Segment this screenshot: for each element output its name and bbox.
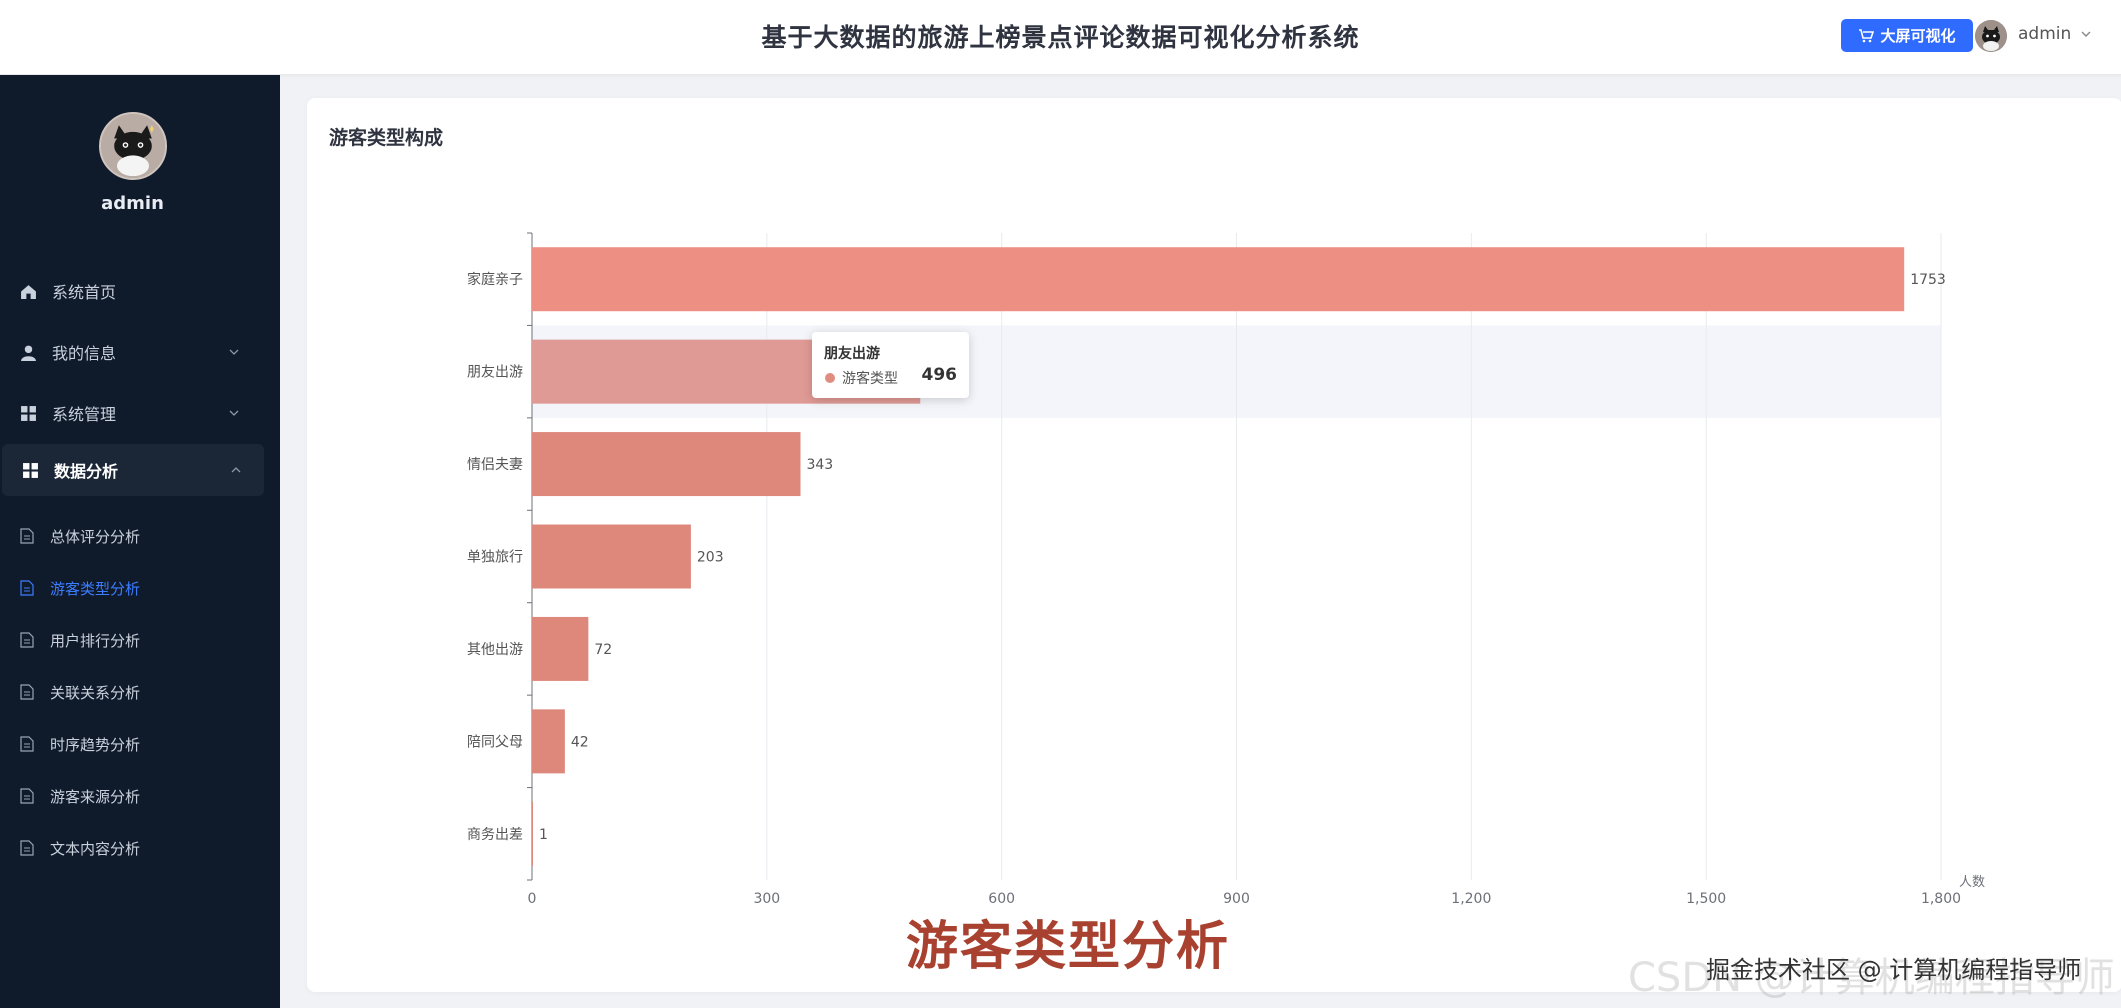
- data-label: 343: [806, 457, 833, 473]
- data-label: 72: [594, 642, 612, 658]
- chevron-down-icon[interactable]: [2080, 28, 2092, 40]
- bar: [532, 709, 565, 774]
- chevron-down-icon: [229, 410, 239, 416]
- x-axis-label: 人数: [1959, 875, 1985, 890]
- submenu-item-label: 游客来源分析: [50, 787, 141, 806]
- sidebar: admin 系统首页 我的信息 系统管理 数据分析 总体评分分析 游客类型分析 …: [0, 75, 280, 1008]
- data-label: 1: [539, 827, 548, 843]
- tooltip-value: 496: [921, 365, 958, 385]
- x-tick-label: 300: [753, 891, 780, 907]
- watermark-background: CSDN @计算机编程指导师: [1628, 955, 2115, 1001]
- grid-icon: [21, 405, 36, 421]
- document-icon: [20, 632, 34, 648]
- bar: [532, 616, 589, 681]
- menu-item-label: 系统管理: [52, 405, 117, 424]
- cart-icon: [1859, 28, 1875, 42]
- submenu-item-label: 关联关系分析: [50, 683, 141, 702]
- category-label: 陪同父母: [467, 734, 523, 750]
- tooltip-title: 朋友出游: [824, 346, 880, 362]
- menu-item-label: 我的信息: [52, 344, 117, 363]
- document-icon: [20, 580, 34, 596]
- document-icon: [20, 684, 34, 700]
- bar: [532, 524, 691, 589]
- header-username[interactable]: admin: [2018, 24, 2072, 44]
- grid-icon: [23, 462, 38, 478]
- video-caption: 游客类型分析: [906, 917, 1231, 977]
- top-header: 基于大数据的旅游上榜景点评论数据可视化分析系统 大屏可视化 admin: [0, 0, 2121, 75]
- user-icon: [21, 345, 36, 361]
- menu-item-home[interactable]: 系统首页: [0, 265, 265, 317]
- submenu-item-text-content[interactable]: 文本内容分析: [0, 828, 265, 868]
- tooltip-series-dot: [825, 373, 835, 383]
- submenu-item-label: 游客类型分析: [50, 579, 141, 598]
- sidebar-username: admin: [101, 193, 164, 214]
- chevron-down-icon: [229, 349, 239, 355]
- submenu-item-label: 总体评分分析: [50, 527, 141, 546]
- bigscreen-label: 大屏可视化: [1880, 27, 1956, 45]
- chevron-up-icon: [231, 467, 241, 473]
- submenu-item-visitor-type[interactable]: 游客类型分析: [0, 568, 265, 608]
- submenu-item-label: 文本内容分析: [50, 839, 141, 858]
- menu-item-system-manage[interactable]: 系统管理: [0, 387, 265, 439]
- menu-item-label: 数据分析: [54, 462, 119, 481]
- data-label: 203: [697, 550, 724, 566]
- x-tick-label: 1,500: [1686, 891, 1726, 907]
- submenu-item-time-trend[interactable]: 时序趋势分析: [0, 724, 265, 764]
- document-icon: [20, 840, 34, 856]
- home-icon: [21, 284, 36, 299]
- category-label: 单独旅行: [467, 550, 523, 566]
- tooltip-series-name: 游客类型: [842, 371, 898, 387]
- system-title: 基于大数据的旅游上榜景点评论数据可视化分析系统: [761, 23, 1360, 52]
- menu-item-my-info[interactable]: 我的信息: [0, 326, 265, 378]
- menu-item-data-analysis[interactable]: 数据分析: [2, 444, 264, 496]
- bar: [532, 801, 533, 866]
- bar: [532, 432, 801, 497]
- category-label: 其他出游: [467, 642, 523, 658]
- x-tick-label: 1,800: [1921, 891, 1961, 907]
- bigscreen-button[interactable]: 大屏可视化: [1841, 19, 1973, 52]
- category-label: 朋友出游: [467, 365, 523, 381]
- header-avatar[interactable]: [1975, 20, 2007, 52]
- chart-tooltip: 朋友出游 游客类型 496: [812, 332, 969, 398]
- bar: [532, 247, 1905, 312]
- category-label: 家庭亲子: [467, 271, 523, 288]
- submenu-item-visitor-source[interactable]: 游客来源分析: [0, 776, 265, 816]
- submenu-item-user-ranking[interactable]: 用户排行分析: [0, 620, 265, 660]
- watermark: 掘金技术社区 @ 计算机编程指导师: [1706, 956, 2082, 984]
- cat-avatar-icon: [101, 114, 165, 178]
- document-icon: [20, 788, 34, 804]
- submenu-item-overall-score[interactable]: 总体评分分析: [0, 516, 265, 556]
- x-tick-label: 0: [528, 891, 537, 907]
- x-tick-label: 1,200: [1451, 891, 1491, 907]
- submenu-item-label: 时序趋势分析: [50, 735, 141, 754]
- category-label: 情侣夫妻: [467, 457, 523, 473]
- document-icon: [20, 528, 34, 544]
- submenu-item-correlation[interactable]: 关联关系分析: [0, 672, 265, 712]
- card-title: 游客类型构成: [329, 127, 444, 149]
- sidebar-avatar: [99, 112, 167, 180]
- cat-avatar-icon: [1975, 20, 2007, 52]
- x-tick-label: 900: [1223, 891, 1250, 907]
- x-tick-label: 600: [988, 891, 1015, 907]
- menu-item-label: 系统首页: [52, 283, 117, 302]
- category-label: 商务出差: [467, 827, 523, 843]
- data-label: 1753: [1910, 272, 1946, 288]
- document-icon: [20, 736, 34, 752]
- submenu-item-label: 用户排行分析: [50, 631, 141, 650]
- data-label: 42: [571, 734, 589, 750]
